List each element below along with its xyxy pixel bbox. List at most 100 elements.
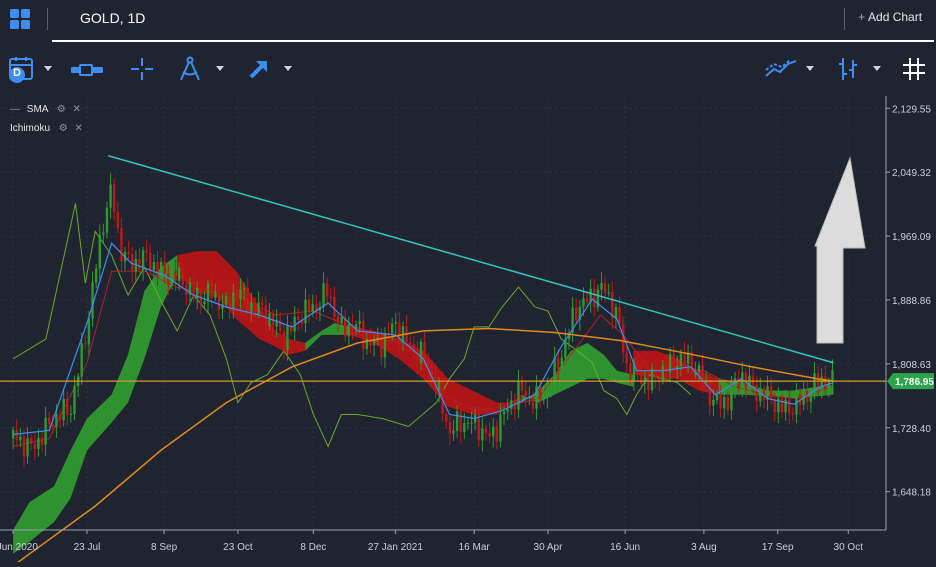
candle-body bbox=[69, 413, 73, 415]
candle-body bbox=[596, 289, 600, 308]
candle-body bbox=[621, 324, 625, 353]
chart-type-icon[interactable] bbox=[764, 58, 798, 80]
candle-body bbox=[206, 283, 210, 302]
candle-body bbox=[80, 343, 83, 377]
candle-body bbox=[636, 362, 639, 373]
legend-sma-label: SMA bbox=[26, 104, 48, 115]
settings-icon[interactable]: ⚙ bbox=[58, 123, 68, 134]
divider bbox=[47, 8, 48, 30]
candle-body bbox=[224, 296, 228, 305]
candle-body bbox=[416, 351, 419, 364]
candle-body bbox=[419, 341, 423, 364]
chevron-down-icon[interactable] bbox=[216, 66, 224, 72]
candle-body bbox=[199, 287, 203, 304]
candle-body bbox=[441, 381, 444, 415]
interval-slider-icon[interactable] bbox=[70, 64, 104, 76]
top-bar: GOLD, 1D + Add Chart bbox=[0, 0, 936, 40]
candle-body bbox=[102, 232, 105, 235]
candle-body bbox=[87, 318, 91, 345]
chevron-down-icon[interactable] bbox=[873, 66, 881, 72]
tab-gold-1d[interactable]: GOLD, 1D bbox=[52, 0, 170, 40]
x-tick-label: 16 Mar bbox=[459, 542, 491, 553]
arrow-up-annotation bbox=[814, 156, 866, 344]
candle-body bbox=[304, 299, 307, 324]
crosshair-icon[interactable] bbox=[130, 57, 154, 81]
candle-body bbox=[686, 352, 690, 364]
candle-body bbox=[556, 357, 560, 369]
close-icon[interactable]: ✕ bbox=[74, 123, 83, 134]
candle-body bbox=[437, 381, 441, 392]
settings-icon[interactable]: ⚙ bbox=[56, 104, 66, 115]
candle-body bbox=[120, 227, 123, 262]
candle-body bbox=[654, 368, 657, 379]
candle-body bbox=[481, 428, 484, 441]
x-tick-label: 27 Jan 2021 bbox=[368, 542, 423, 553]
candle-body bbox=[333, 296, 336, 317]
candle-body bbox=[145, 250, 148, 253]
candle-body bbox=[250, 302, 253, 312]
close-icon[interactable]: ✕ bbox=[72, 104, 81, 115]
candle-body bbox=[665, 365, 668, 373]
candle-body bbox=[66, 399, 69, 415]
candle-body bbox=[156, 262, 159, 277]
y-tick-label: 1,969.09 bbox=[892, 232, 931, 243]
candle-body bbox=[192, 282, 195, 299]
y-tick-label: 1,728.40 bbox=[892, 424, 931, 435]
candle-body bbox=[358, 320, 361, 325]
candle-body bbox=[289, 325, 293, 332]
candle-body bbox=[217, 291, 221, 309]
arrow-icon[interactable] bbox=[248, 58, 270, 80]
y-tick-label: 1,888.86 bbox=[892, 296, 931, 307]
tab-label: GOLD, 1D bbox=[80, 10, 146, 26]
candle-body bbox=[694, 372, 697, 375]
candle-body bbox=[488, 432, 491, 437]
candle-body bbox=[398, 322, 401, 344]
candle-body bbox=[257, 302, 260, 314]
candle-body bbox=[697, 365, 701, 373]
price-chart[interactable]: 2,129.55 2,049.32 1,969.09 1,888.86 1,808.63… bbox=[0, 96, 936, 567]
chevron-down-icon[interactable] bbox=[284, 66, 292, 72]
candle-body bbox=[347, 324, 351, 337]
candle-body bbox=[112, 184, 116, 212]
y-tick-label: 2,129.55 bbox=[892, 104, 931, 115]
add-chart-button[interactable]: + Add Chart bbox=[858, 10, 922, 24]
x-tick-label: 30 Oct bbox=[834, 542, 864, 553]
x-tick-label: 30 Apr bbox=[534, 542, 564, 553]
compass-icon[interactable] bbox=[178, 56, 202, 82]
plus-icon: + bbox=[858, 10, 866, 24]
candle-body bbox=[210, 283, 213, 299]
candle-body bbox=[159, 261, 163, 277]
candle-body bbox=[589, 288, 592, 303]
candle-body bbox=[149, 252, 152, 271]
calendar-icon[interactable] bbox=[8, 56, 38, 84]
candle-body bbox=[712, 400, 715, 406]
chevron-down-icon[interactable] bbox=[44, 66, 52, 72]
candle-body bbox=[282, 331, 286, 350]
y-tick-label: 1,808.63 bbox=[892, 360, 931, 371]
candle-body bbox=[329, 296, 332, 298]
chart-area[interactable]: 2,129.55 2,049.32 1,969.09 1,888.86 1,808.63… bbox=[0, 96, 936, 567]
candle-body bbox=[15, 429, 18, 440]
candle-body bbox=[203, 301, 206, 304]
candle-body bbox=[177, 267, 181, 281]
candle-body bbox=[668, 353, 672, 373]
candle-body bbox=[214, 291, 217, 299]
x-tick-label: 8 Sep bbox=[151, 542, 178, 553]
bar-style-icon[interactable] bbox=[836, 56, 860, 82]
candle-body bbox=[51, 424, 55, 427]
candle-body bbox=[300, 320, 304, 324]
candle-body bbox=[455, 411, 459, 431]
candle-body bbox=[549, 386, 553, 389]
candle-body bbox=[477, 414, 480, 441]
grid-icon[interactable] bbox=[902, 57, 926, 81]
x-tick-label: 23 Jul bbox=[74, 542, 101, 553]
candle-body bbox=[769, 386, 773, 400]
candle-body bbox=[538, 386, 542, 399]
ichimoku-cloud-red bbox=[633, 350, 719, 395]
candle-body bbox=[152, 262, 156, 271]
dashboard-icon[interactable] bbox=[9, 8, 31, 30]
candle-body bbox=[737, 378, 740, 388]
candle-body bbox=[585, 298, 589, 303]
chevron-down-icon[interactable] bbox=[806, 66, 814, 72]
candle-body bbox=[286, 325, 289, 350]
